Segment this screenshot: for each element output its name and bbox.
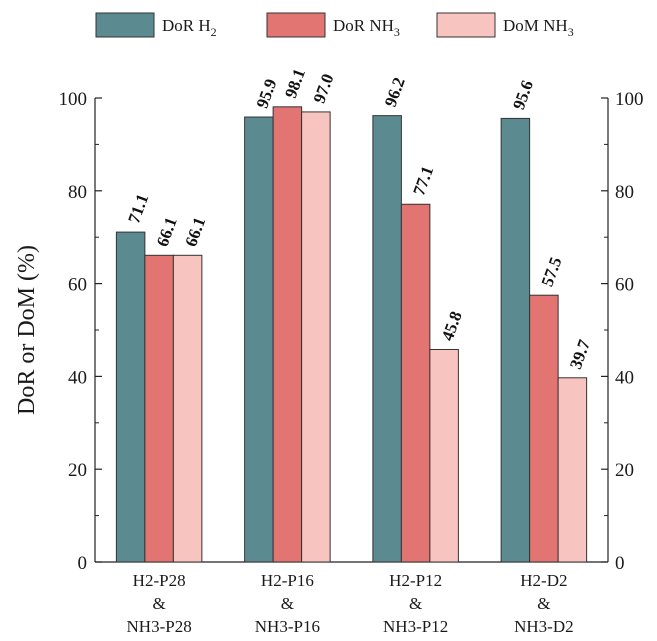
bar-data-label: 95.6 bbox=[509, 78, 537, 112]
legend-entry: DoR H2 bbox=[162, 16, 217, 39]
bar-data-label: 57.5 bbox=[538, 255, 566, 289]
bar-data-label: 66.1 bbox=[181, 215, 209, 249]
x-tick-label: H2-P12 & NH3-P12 bbox=[383, 571, 448, 636]
y-tick-label-left: 80 bbox=[68, 182, 87, 203]
bar bbox=[529, 294, 559, 563]
legend-swatch bbox=[95, 12, 155, 38]
legend-swatch bbox=[436, 12, 496, 38]
legend-entry: DoR NH3 bbox=[333, 16, 400, 39]
y-tick-label-right: 40 bbox=[615, 367, 634, 388]
bar-data-label: 39.7 bbox=[566, 337, 594, 372]
y-tick-label-right: 0 bbox=[615, 553, 625, 574]
legend: DoR H2 DoR NH3 DoM NH3 bbox=[95, 12, 574, 39]
y-tick-label-right: 100 bbox=[615, 89, 644, 110]
bar bbox=[400, 203, 431, 563]
y-tick-label-left: 40 bbox=[68, 367, 87, 388]
bar-data-label: 96.2 bbox=[381, 75, 409, 109]
y-tick-label-left: 20 bbox=[68, 460, 87, 481]
bar-data-label: 77.1 bbox=[409, 164, 437, 198]
y-tick-label-left: 0 bbox=[78, 553, 88, 574]
bar bbox=[429, 348, 459, 563]
bars bbox=[115, 106, 588, 563]
y-tick-label-left: 60 bbox=[68, 275, 87, 296]
y-tick-label-right: 20 bbox=[615, 460, 634, 481]
bar bbox=[244, 116, 274, 563]
bar bbox=[272, 106, 303, 563]
bar-data-label: 71.1 bbox=[124, 191, 152, 225]
bar-data-label: 66.1 bbox=[153, 215, 181, 249]
x-tick-label: H2-P16 & NH3-P16 bbox=[255, 571, 320, 636]
bar-data-label: 45.8 bbox=[438, 309, 466, 343]
y-tick-label-right: 60 bbox=[615, 275, 634, 296]
bar bbox=[144, 254, 174, 563]
y-tick-label-left: 100 bbox=[59, 89, 88, 110]
legend-swatch bbox=[266, 12, 326, 38]
legend-entry: DoM NH3 bbox=[503, 16, 574, 39]
bar-data-label: 95.9 bbox=[253, 76, 281, 110]
y-axis-label: DoR or DoM (%) bbox=[14, 245, 40, 415]
bar bbox=[115, 231, 146, 563]
bar bbox=[372, 115, 402, 563]
bar bbox=[172, 254, 203, 563]
bar-data-label: 98.1 bbox=[281, 66, 309, 100]
bar bbox=[301, 111, 331, 563]
x-tick-label: H2-D2 & NH3-D2 bbox=[514, 571, 574, 636]
x-tick-label: H2-P28 & NH3-P28 bbox=[127, 571, 192, 636]
bar bbox=[557, 377, 588, 563]
axes: 0 0 20 20 40 40 60 60 80 80 100 100 H2-P28 & NH3-P28 H2… bbox=[59, 89, 644, 636]
y-tick-label-right: 80 bbox=[615, 182, 634, 203]
bar bbox=[500, 117, 531, 563]
bar-data-label: 97.0 bbox=[310, 71, 338, 105]
